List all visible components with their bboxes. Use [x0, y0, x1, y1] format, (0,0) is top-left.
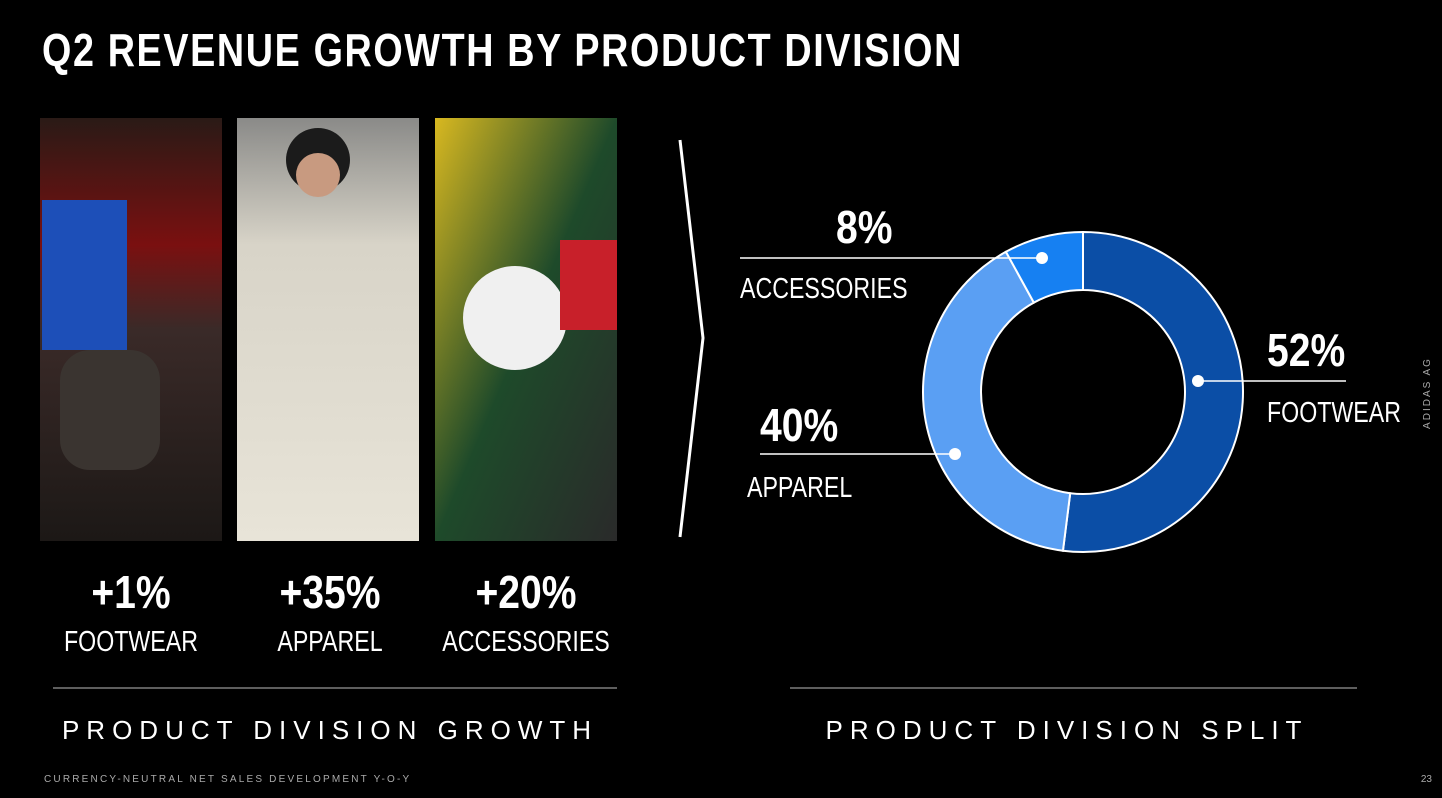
donut-chart: 52% FOOTWEAR 40% APPAREL 8% ACCESSORIES — [740, 202, 1401, 553]
chevron — [678, 139, 705, 538]
slice-category-label: APPAREL — [747, 470, 852, 503]
callout-dot — [1192, 375, 1204, 387]
growth-value: +1% — [91, 567, 170, 619]
callout-dot — [949, 448, 961, 460]
slice — [1061, 230, 1245, 553]
growth-figures: +1% FOOTWEAR +35% APPAREL +20% ACCESSORIES — [64, 567, 610, 658]
page-number: 23 — [1421, 774, 1433, 785]
footnote: CURRENCY-NEUTRAL NET SALES DEVELOPMENT Y… — [44, 774, 411, 785]
photo-detail — [42, 200, 127, 350]
photo-detail — [60, 350, 160, 470]
slice — [922, 250, 1072, 552]
growth-label: ACCESSORIES — [442, 624, 610, 657]
photos — [40, 118, 617, 541]
callout-dot — [1036, 252, 1048, 264]
caption: PRODUCT DIVISION GROWTH — [62, 715, 598, 745]
slice — [1004, 230, 1084, 304]
growth-label: APPAREL — [277, 624, 382, 657]
slice-value-label: 52% — [1267, 325, 1345, 377]
company: ADIDAS AG — [1422, 357, 1433, 429]
growth-value: +20% — [475, 567, 576, 619]
slice-value-label: 40% — [760, 400, 838, 452]
photo-detail — [463, 266, 567, 370]
caption: PRODUCT DIVISION SPLIT — [826, 715, 1309, 745]
slide-title: Q2 REVENUE GROWTH BY PRODUCT DIVISION — [42, 24, 963, 75]
photo-detail — [560, 240, 617, 330]
growth-label: FOOTWEAR — [64, 624, 198, 657]
growth-value: +35% — [279, 567, 380, 619]
slice-category-label: ACCESSORIES — [740, 271, 908, 304]
slice-category-label: FOOTWEAR — [1267, 395, 1401, 428]
slice-value-label: 8% — [836, 202, 893, 254]
photo-detail — [296, 153, 340, 197]
